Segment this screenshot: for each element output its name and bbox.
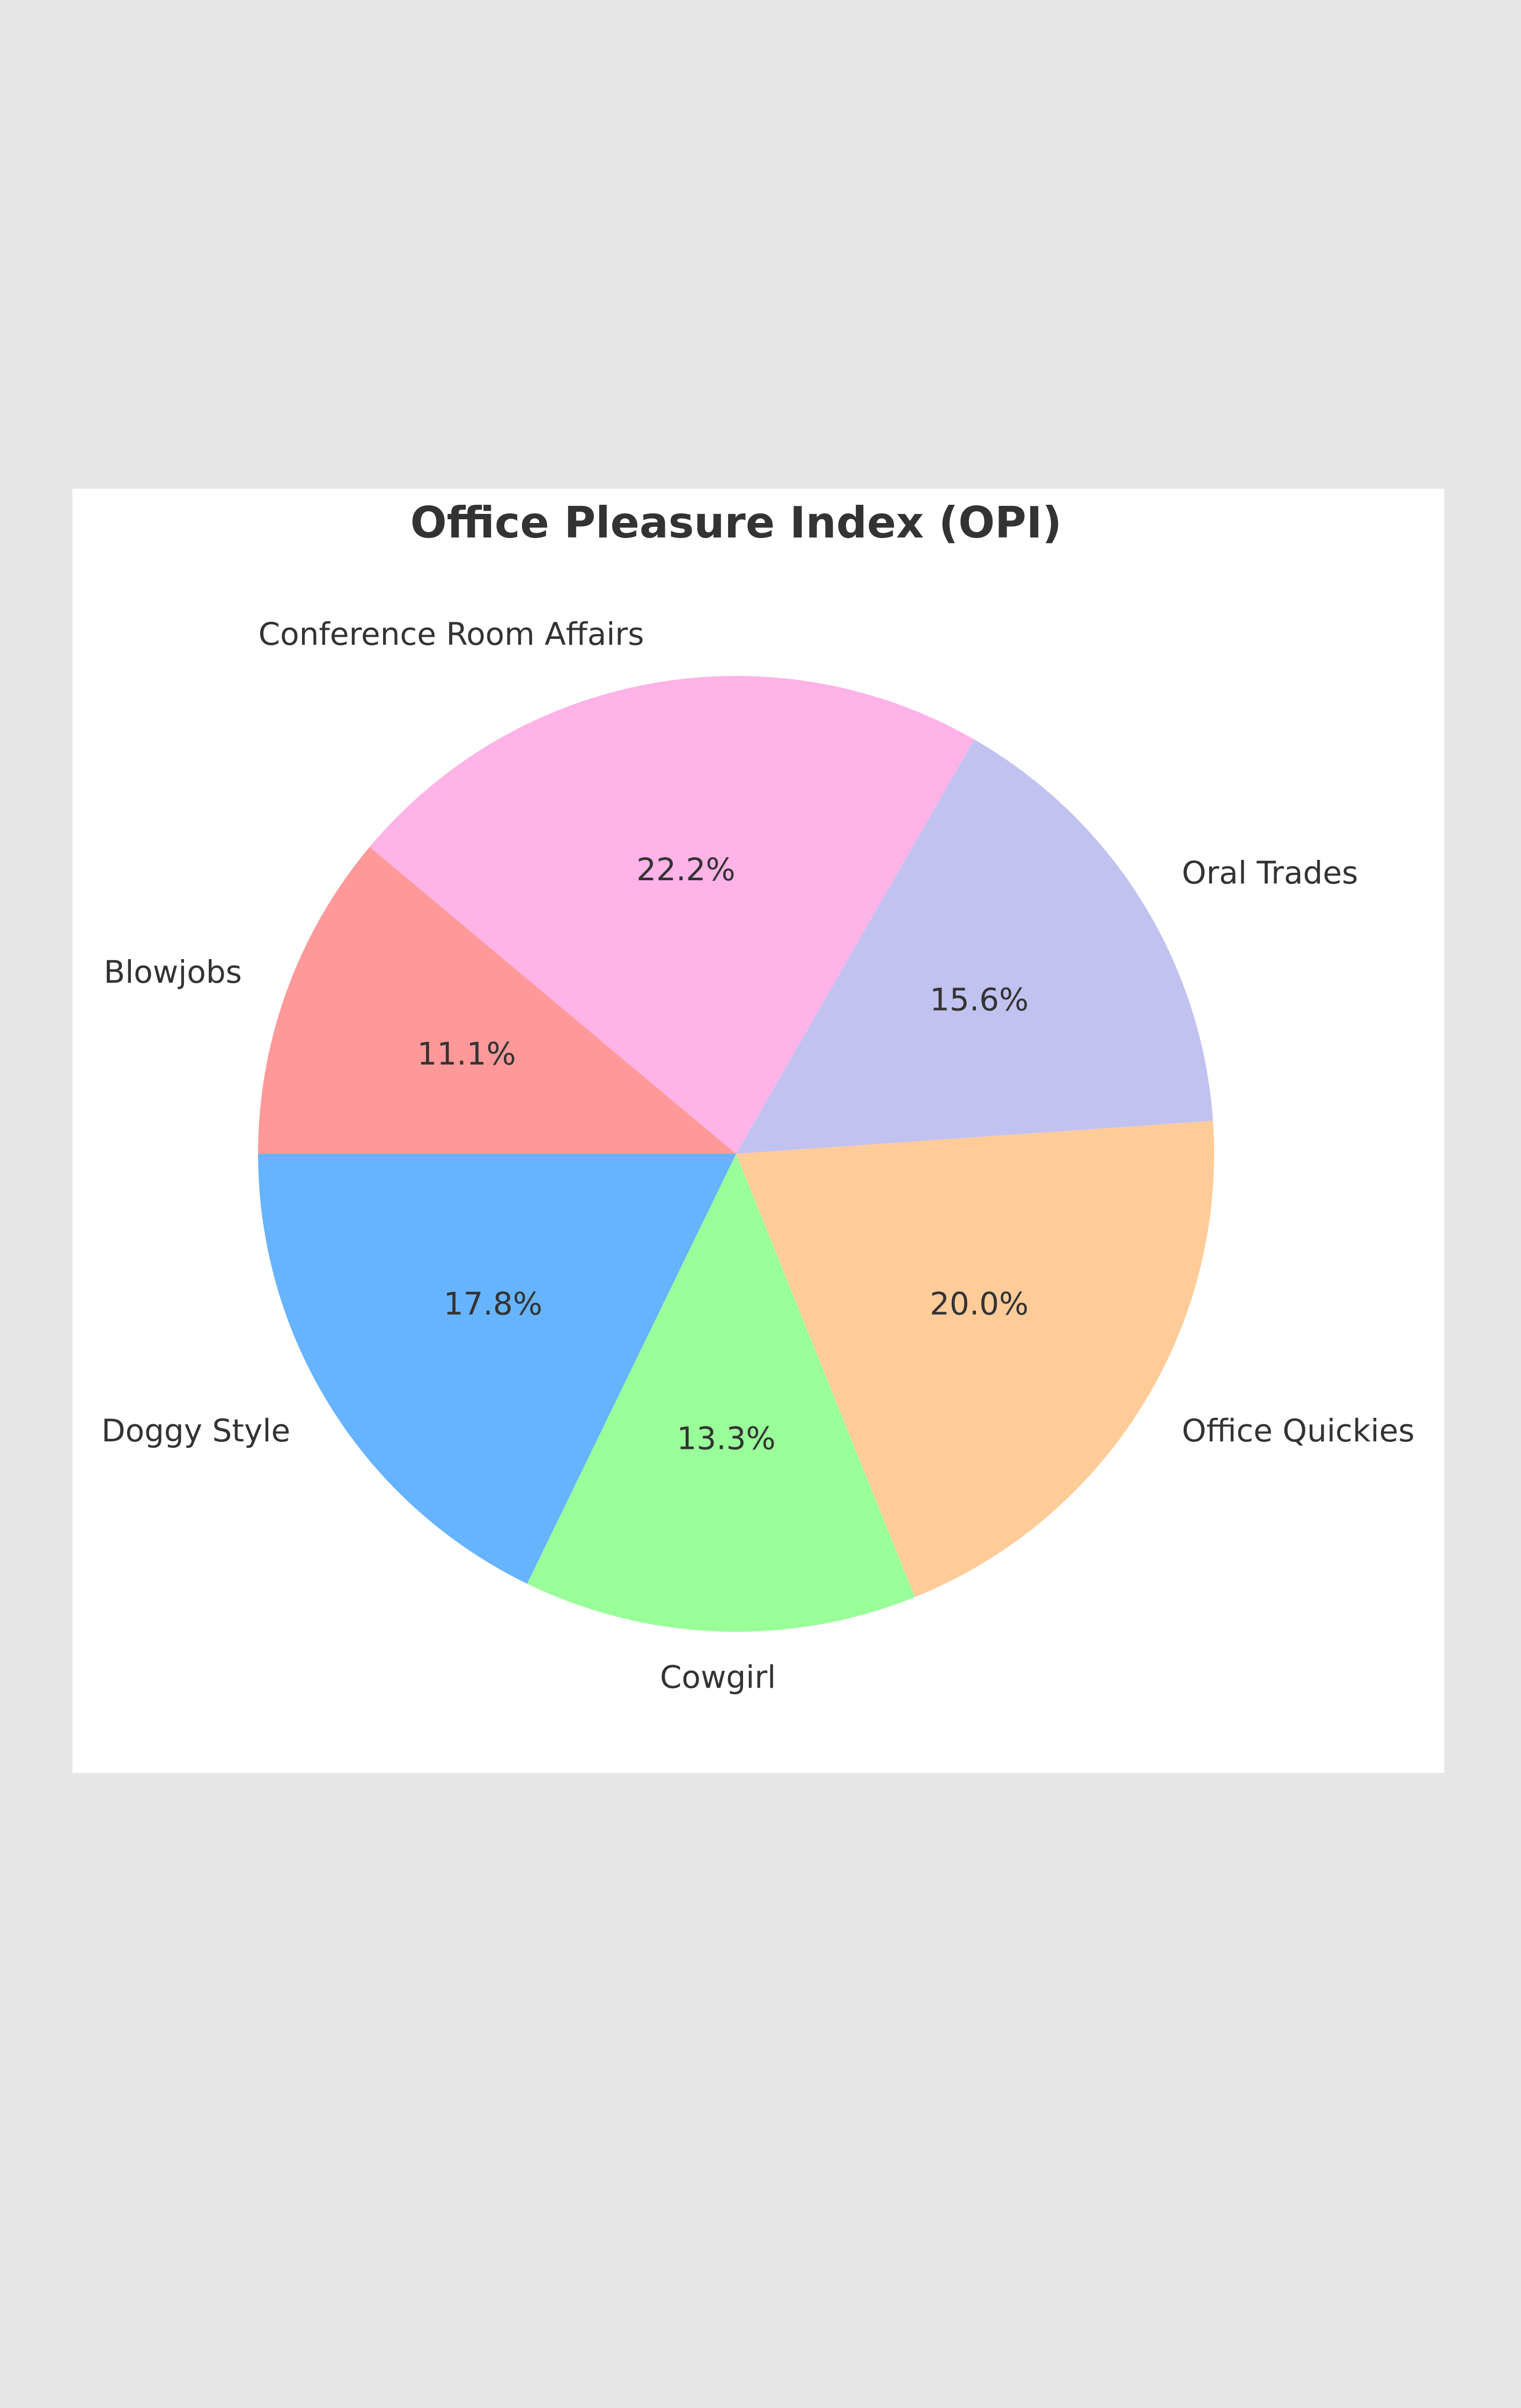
chart-title: Office Pleasure Index (OPI) [410,498,1062,548]
pie-slice [736,1121,1215,1597]
slice-label: Doggy Style [101,1412,290,1449]
pie-slice [527,1154,915,1632]
slice-label: Blowjobs [104,954,241,990]
slice-label: Oral Trades [1182,855,1358,891]
value-label: 22.2% [636,851,735,888]
pie-slice [736,739,1213,1154]
pie-slice [370,676,974,1154]
slice-label: Cowgirl [660,1659,776,1696]
pie-slice [258,846,736,1154]
slice-label: Office Quickies [1182,1412,1415,1449]
slice-label: Conference Room Affairs [259,616,644,652]
value-label: 11.1% [417,1035,516,1072]
value-label: 13.3% [677,1420,775,1456]
value-label: 17.8% [444,1286,542,1322]
value-label: 15.6% [930,981,1028,1018]
value-label: 20.0% [930,1286,1028,1322]
pie-slice [258,1154,736,1584]
